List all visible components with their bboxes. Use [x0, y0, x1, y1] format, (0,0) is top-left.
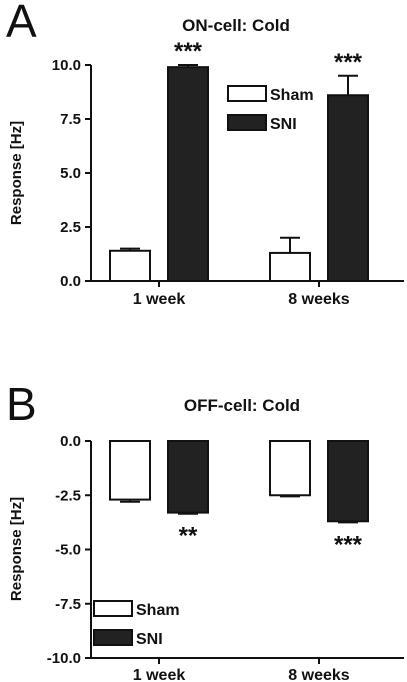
panel-b-y-axis-label: Response [Hz] [8, 497, 25, 601]
panel-a-category-label: 8 weeks [288, 291, 349, 308]
panel-a-legend-swatch-sni [227, 114, 267, 131]
panel-a-significance-label: *** [174, 38, 203, 65]
panel-a-y-tick-label: 7.5 [60, 111, 81, 128]
panel-b-legend-swatch-sni [93, 629, 133, 646]
panel-a-legend-label: Sham [270, 87, 314, 104]
panel-b-bar-sham [269, 440, 311, 497]
panel-b-bar-sni [327, 440, 369, 523]
panel-b-category-label: 1 week [133, 667, 186, 682]
panel-a-y-tick-label: 0.0 [60, 273, 81, 290]
panel-b-letter: B [6, 378, 37, 430]
panel-b-bars: ** *** [109, 440, 369, 558]
panel-b-legend: Sham SNI [93, 600, 180, 648]
panel-a-significance-label: *** [334, 49, 363, 76]
panel-b-category-label: 8 weeks [288, 667, 349, 682]
panel-b-y-tick-label: -5.0 [55, 542, 81, 559]
panel-b-legend-label: Sham [136, 602, 180, 619]
panel-b-significance-label: ** [179, 523, 198, 550]
panel-a-legend-swatch-sham [227, 85, 267, 102]
panel-a: A ON-cell: Cold Response [Hz] 0.0 2.5 5.0 7… [6, 0, 404, 308]
panel-a-legend: Sham SNI [227, 85, 314, 133]
panel-a-bar-sni [327, 94, 369, 282]
panel-b-bar-sham [109, 440, 151, 501]
panel-b-axes: 0.0 -2.5 -5.0 -7.5 -10.0 1 week 8 weeks [47, 433, 404, 682]
panel-a-title: ON-cell: Cold [182, 16, 290, 35]
panel-b-title: OFF-cell: Cold [184, 396, 300, 415]
panel-a-y-tick-label: 2.5 [60, 219, 81, 236]
panel-b-significance-label: *** [334, 531, 363, 558]
panel-b: B OFF-cell: Cold Response [Hz] 0.0 -2.5 -5… [6, 378, 404, 682]
panel-a-bars: *** *** [109, 38, 369, 282]
panel-a-y-tick-label: 5.0 [60, 165, 81, 182]
panel-a-legend-label: SNI [270, 116, 297, 133]
panel-a-category-label: 1 week [133, 291, 186, 308]
panel-a-y-tick-label: 10.0 [52, 57, 81, 74]
panel-b-bar-sni [167, 440, 209, 514]
panel-b-legend-swatch-sham [93, 600, 133, 617]
panel-a-letter: A [6, 0, 37, 47]
panel-b-y-tick-label: 0.0 [60, 433, 81, 450]
panel-b-y-tick-label: -2.5 [55, 487, 81, 504]
panel-a-bar-sham [109, 249, 151, 282]
panel-a-y-axis-label: Response [Hz] [8, 121, 25, 225]
panel-b-legend-label: SNI [136, 631, 163, 648]
panel-b-y-tick-label: -10.0 [47, 650, 81, 667]
panel-a-bar-sni [167, 66, 209, 282]
panel-b-y-tick-label: -7.5 [55, 596, 81, 613]
panel-a-bar-sham [269, 251, 311, 282]
